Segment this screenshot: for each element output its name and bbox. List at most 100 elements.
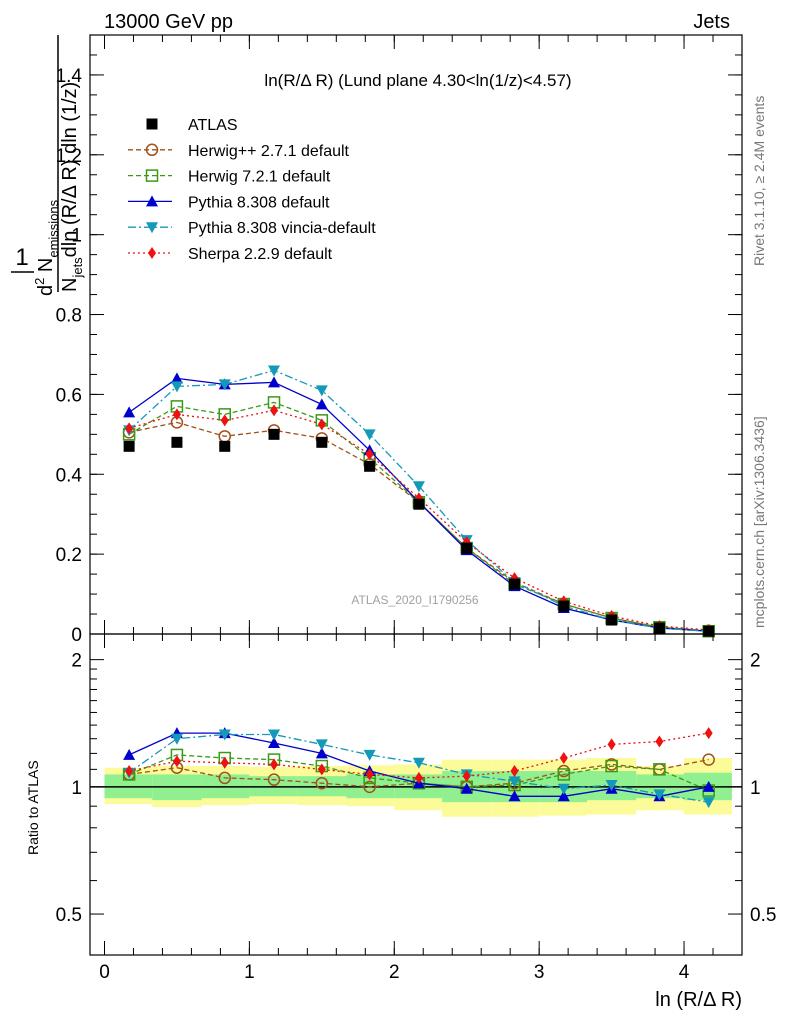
main-y-tick-label: 0 (71, 625, 82, 646)
ratio-point-sherpa-2-2-9-default (559, 752, 568, 765)
ratio-point-sherpa-2-2-9-default (607, 738, 616, 751)
ratio-point-pythia-8-308-vincia-default (702, 797, 715, 809)
analysis-watermark: ATLAS_2020_I1790256 (351, 593, 479, 607)
main-y-tick-label: 1 (71, 226, 82, 247)
svg-text:Njetsdln (R/Δ R) dln (1/z): Njetsdln (R/Δ R) dln (1/z) (59, 82, 85, 292)
legend-label-atlas: ATLAS (188, 117, 238, 134)
main-y-tick-label: 0.6 (56, 385, 82, 406)
main-point-sherpa-2-2-9-default (172, 408, 181, 421)
ratio-plot-frame (89, 633, 743, 956)
main-point-pythia-8-308-vincia-default (315, 385, 328, 397)
ratio-point-pythia-8-308-vincia-default (170, 733, 183, 745)
header-jets-label: Jets (693, 11, 730, 33)
legend-label-pythia-8-308-default: Pythia 8.308 default (188, 194, 330, 211)
svg-text:d2 Nemissions: d2 Nemissions (32, 199, 61, 296)
ratio-point-sherpa-2-2-9-default (414, 771, 423, 784)
ratio-point-herwig-2-7-1-default (702, 753, 715, 766)
ratio-point-sherpa-2-2-9-default (704, 727, 713, 740)
main-point-atlas (558, 600, 570, 612)
ratio-point-sherpa-2-2-9-default (125, 765, 134, 778)
ratio-y-tick-label-left: 2 (71, 651, 82, 672)
main-y-tick-label: 1.4 (56, 66, 83, 87)
main-point-pythia-8-308-vincia-default (363, 429, 376, 441)
mcplots-label: mcplots.cern.ch [arXiv:1306.3436] (751, 416, 767, 628)
ratio-point-sherpa-2-2-9-default (172, 755, 181, 768)
main-point-pythia-8-308-vincia-default (170, 381, 183, 393)
ratio-point-pythia-8-308-default (460, 782, 473, 794)
main-point-atlas (703, 625, 715, 637)
ratio-point-pythia-8-308-default (508, 790, 521, 802)
ratio-data-layer (122, 727, 715, 809)
legend: ATLAS Herwig++ 2.7.1 default Herwig 7.2.1 … (128, 117, 376, 263)
ratio-point-pythia-8-308-vincia-default (557, 783, 570, 795)
main-point-pythia-8-308-vincia-default (218, 379, 231, 391)
ratio-axes-layer: 0.5 0.5 1 1 2 2 0 1 2 3 4 (56, 633, 776, 983)
ratio-point-herwig-7-2-1-default (653, 763, 666, 776)
x-tick-label: 4 (679, 962, 690, 983)
legend-marker-atlas (146, 118, 158, 130)
ratio-point-sherpa-2-2-9-default (220, 756, 229, 769)
legend-marker-sherpa-2-2-9-default (148, 247, 156, 259)
main-point-atlas (461, 542, 473, 554)
rivet-label: Rivet 3.1.10, ≥ 2.4M events (751, 96, 767, 266)
ratio-y-tick-label-right: 1 (750, 778, 761, 799)
legend-marker-herwig-2-7-1-default (145, 143, 159, 157)
ratio-point-pythia-8-308-default (123, 748, 136, 760)
main-point-pythia-8-308-default (315, 398, 328, 410)
legend-marker-herwig-7-2-1-default (145, 169, 159, 182)
svg-text:1: 1 (15, 244, 28, 271)
ratio-point-herwig-7-2-1-default (605, 759, 618, 773)
main-point-atlas (123, 440, 135, 452)
legend-label-herwig-2-7-1-default: Herwig++ 2.7.1 default (188, 143, 350, 160)
main-y-tick-label: 0.8 (56, 306, 82, 327)
ratio-point-sherpa-2-2-9-default (655, 735, 664, 748)
legend-label-sherpa-2-2-9-default: Sherpa 2.2.9 default (188, 246, 333, 263)
ratio-point-herwig-2-7-1-default (363, 780, 376, 794)
main-y-tick-label: 1.2 (56, 146, 82, 167)
ratio-point-pythia-8-308-vincia-default (653, 789, 666, 801)
ratio-point-sherpa-2-2-9-default (270, 758, 279, 771)
ratio-point-sherpa-2-2-9-default (365, 768, 374, 781)
main-point-atlas (606, 614, 618, 626)
main-point-pythia-8-308-default (170, 372, 183, 384)
main-point-atlas (316, 436, 328, 448)
main-y-tick-label: 0.2 (56, 545, 82, 566)
x-tick-label: 3 (534, 962, 545, 983)
main-point-sherpa-2-2-9-default (270, 404, 279, 417)
ratio-y-tick-label-left: 0.5 (56, 905, 82, 926)
ratio-y-axis-label: Ratio to ATLAS (25, 760, 41, 855)
ratio-point-pythia-8-308-default (557, 790, 570, 802)
ratio-point-pythia-8-308-vincia-default (605, 780, 618, 792)
ratio-plot-panel: 0.5 0.5 1 1 2 2 0 1 2 3 4 Ratio to ATLAS ln (R/Δ R… (25, 633, 776, 1011)
main-plot-panel: 0 0.2 0.4 0.6 0.8 1 1.2 1.4 ln(R/Δ R) (Lund pla… (11, 34, 743, 646)
x-tick-label: 0 (99, 962, 110, 983)
ratio-point-herwig-2-7-1-default (267, 773, 281, 786)
main-axes-layer: 0 0.2 0.4 0.6 0.8 1 1.2 1.4 (56, 34, 743, 646)
main-point-sherpa-2-2-9-default (365, 448, 374, 461)
ratio-point-pythia-8-308-vincia-default (218, 729, 231, 741)
ratio-point-herwig-7-2-1-default (557, 768, 571, 781)
main-point-pythia-8-308-default (268, 376, 281, 388)
main-plot-title: ln(R/Δ R) (Lund plane 4.30<ln(1/z)<4.57) (264, 71, 571, 90)
ratio-point-pythia-8-308-vincia-default (412, 757, 425, 769)
main-point-sherpa-2-2-9-default (317, 418, 326, 431)
ratio-y-tick-label-right: 0.5 (750, 905, 776, 926)
ratio-point-sherpa-2-2-9-default (317, 763, 326, 776)
main-point-atlas (653, 622, 665, 634)
ratio-point-pythia-8-308-vincia-default (315, 739, 328, 751)
ratio-point-sherpa-2-2-9-default (510, 765, 519, 778)
main-point-atlas (509, 578, 521, 590)
legend-label-pythia-8-308-vincia-default: Pythia 8.308 vincia-default (188, 220, 376, 237)
main-point-atlas (413, 498, 425, 510)
header-energy-label: 13000 GeV pp (104, 11, 233, 33)
ratio-y-tick-label-left: 1 (71, 778, 82, 799)
x-tick-label: 2 (389, 962, 400, 983)
legend-marker-pythia-8-308-vincia-default (146, 222, 158, 234)
ratio-point-herwig-2-7-1-default (315, 776, 329, 790)
ratio-y-tick-label-right: 2 (750, 651, 761, 672)
main-point-pythia-8-308-default (123, 406, 136, 418)
ratio-point-pythia-8-308-default (315, 747, 328, 759)
x-tick-label: 1 (244, 962, 255, 983)
ratio-point-pythia-8-308-vincia-default (363, 749, 376, 761)
